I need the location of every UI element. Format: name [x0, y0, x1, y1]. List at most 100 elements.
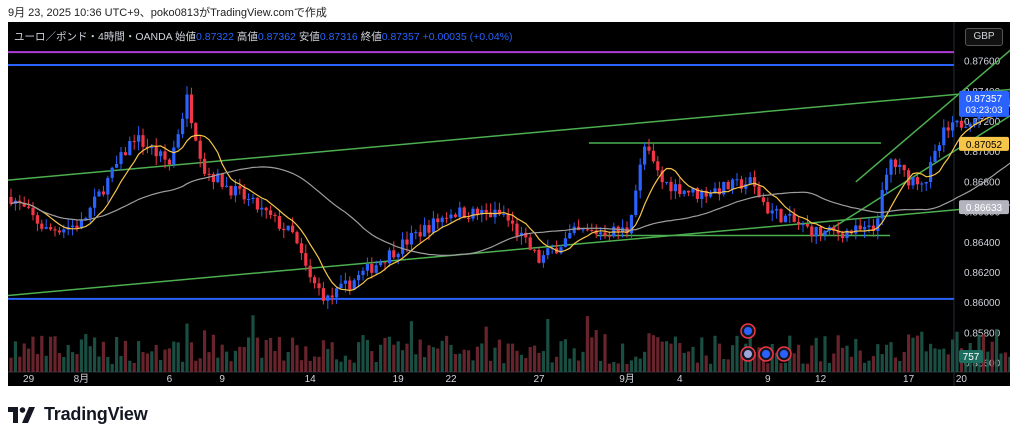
volume-bar [546, 319, 550, 372]
volume-bar [53, 336, 57, 372]
volume-bar [489, 360, 493, 372]
candle-body [304, 253, 308, 266]
volume-bar [31, 336, 35, 372]
volume-bar [352, 362, 356, 372]
volume-bar [506, 343, 510, 372]
volume-bar [198, 358, 202, 372]
candle-body [185, 94, 189, 119]
candle-body [748, 177, 752, 185]
volume-bar [431, 347, 435, 372]
volume-bar [797, 344, 801, 372]
candle-body [858, 225, 862, 230]
volume-bar [260, 357, 264, 372]
volume-bar [951, 339, 955, 372]
event-flag-icon [780, 350, 788, 358]
volume-bar [233, 350, 237, 372]
volume-bar [440, 340, 444, 372]
volume-bar [783, 362, 787, 372]
volume-bar [418, 339, 422, 372]
candle-body [942, 127, 946, 146]
volume-bar [889, 342, 893, 372]
candle-body [471, 208, 475, 219]
price-label-box [959, 90, 1009, 117]
volume-bar [519, 354, 523, 372]
volume-bar [559, 341, 563, 372]
candle-body [154, 147, 158, 157]
volume-bar [207, 352, 211, 372]
volume-bar [453, 353, 457, 372]
open-value: 0.87322 [196, 31, 234, 43]
x-tick-label: 8月 [74, 373, 90, 385]
candle-body [286, 225, 290, 231]
volume-bar [185, 323, 189, 372]
volume-bar [79, 339, 83, 372]
candle-body [581, 229, 585, 231]
volume-bar [374, 362, 378, 372]
volume-bar [119, 356, 123, 372]
y-tick-label: 0.87200 [964, 117, 1001, 128]
volume-bar [211, 334, 215, 372]
low-label: 安値 [298, 31, 320, 43]
candle-body [832, 227, 836, 231]
volume-bar [97, 356, 101, 372]
candle-body [343, 280, 347, 284]
volume-bar [286, 352, 290, 372]
volume-bar [581, 351, 585, 372]
volume-bar [255, 337, 259, 372]
candle-body [119, 152, 123, 164]
y-tick-label: 0.86000 [964, 298, 1001, 309]
low-value: 0.87316 [319, 31, 358, 43]
candle-body [682, 190, 686, 194]
volume-bar [766, 363, 770, 372]
volume-bar [93, 337, 97, 372]
currency-button[interactable]: GBP [965, 28, 1003, 46]
volume-bar [775, 352, 779, 372]
chart-plot[interactable]: 0.876000.874000.872000.870000.868000.866… [8, 22, 1010, 386]
volume-bar [621, 343, 625, 372]
ohlc-legend: ユーロ／ポンド・4時間・OANDA 始値0.87322 高値0.87362 安値… [14, 29, 513, 44]
candle-body [797, 221, 801, 225]
candle-body [709, 193, 713, 197]
volume-bar [753, 351, 757, 372]
volume-bar [44, 355, 48, 372]
candle-body [810, 226, 814, 237]
volume-bar [269, 337, 273, 372]
volume-bar [75, 354, 79, 372]
x-tick-label: 9 [765, 374, 771, 385]
candle-body [106, 177, 110, 195]
candle-body [326, 295, 330, 301]
volume-bar [687, 351, 691, 372]
candle-body [467, 217, 471, 219]
candle-body [238, 186, 242, 189]
candle-body [735, 179, 739, 181]
x-tick-label: 29 [23, 374, 35, 385]
volume-bar [277, 337, 281, 372]
volume-bar [819, 361, 823, 372]
candle-body [489, 212, 493, 218]
candle-body [291, 225, 295, 233]
volume-bar [132, 362, 136, 372]
candle-body [819, 226, 823, 236]
volume-bar [9, 357, 13, 372]
volume-bar [713, 335, 717, 372]
volume-bar [436, 348, 440, 372]
candle-body [739, 179, 743, 189]
candle-body [511, 220, 515, 224]
volume-bar [537, 352, 541, 372]
chart-area[interactable]: 0.876000.874000.872000.870000.868000.866… [8, 22, 1010, 386]
candle-body [533, 249, 537, 251]
volume-bar [66, 344, 70, 372]
x-tick-label: 20 [956, 374, 968, 385]
volume-bar [458, 353, 462, 372]
candle-body [370, 263, 374, 273]
volume-bar [722, 359, 726, 372]
y-tick-label: 0.87600 [964, 57, 1001, 68]
volume-bar [577, 360, 581, 372]
volume-bar [88, 346, 92, 372]
candle-body [1008, 98, 1010, 107]
candle-body [35, 215, 39, 224]
volume-bar [533, 345, 537, 372]
volume-bar [462, 349, 466, 372]
candle-body [383, 262, 387, 264]
candle-body [801, 224, 805, 226]
